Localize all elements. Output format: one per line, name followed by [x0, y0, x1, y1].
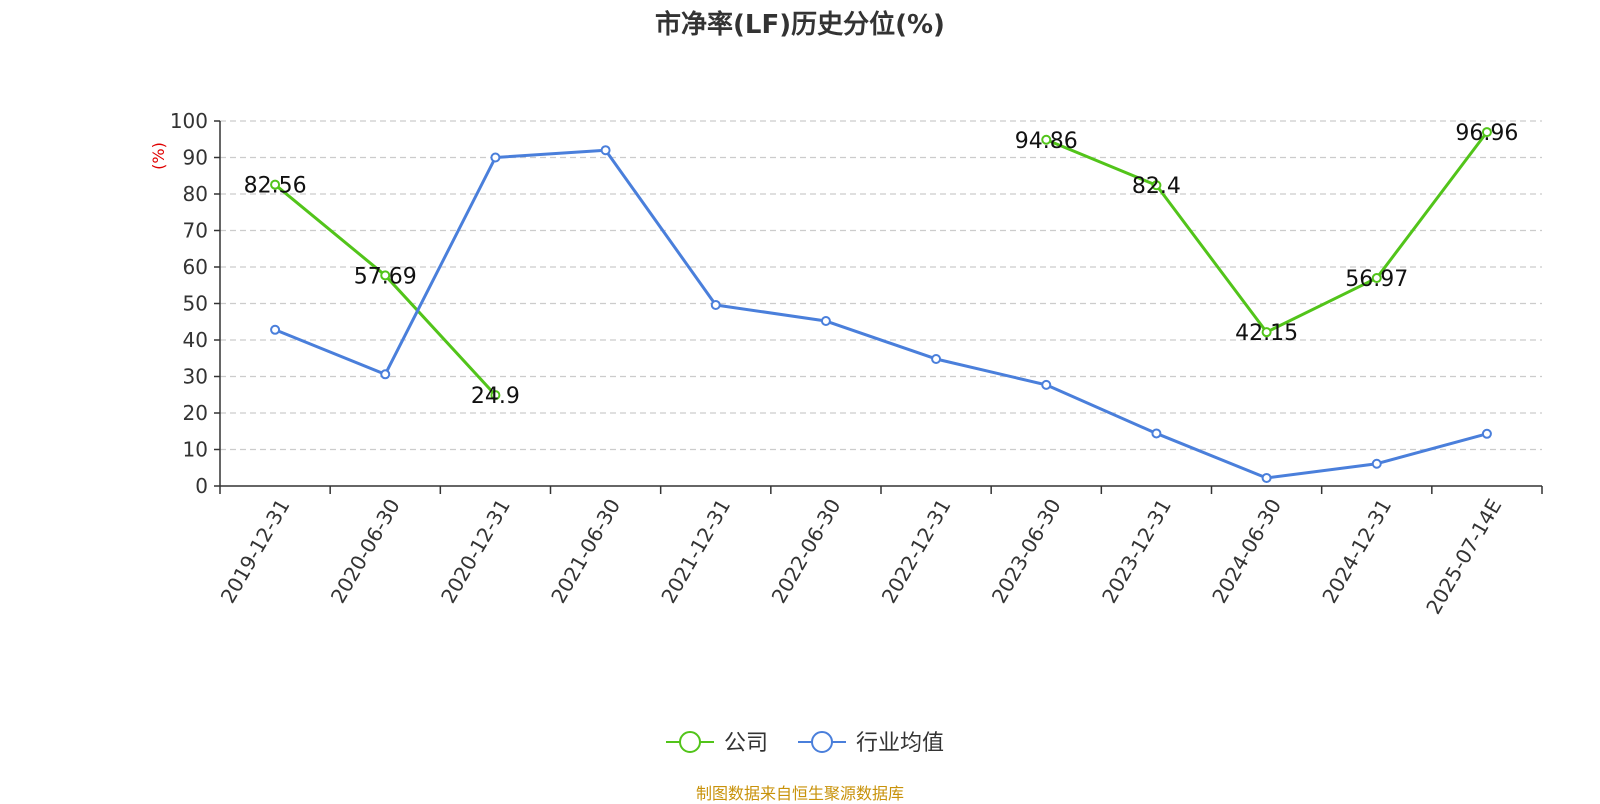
legend-label[interactable]: 行业均值	[856, 731, 944, 756]
data-point[interactable]	[710, 299, 721, 310]
legend-marker[interactable]	[679, 731, 701, 753]
y-axis-label: (%)	[149, 142, 168, 170]
series-line-1	[274, 148, 1488, 480]
data-point[interactable]	[600, 145, 611, 156]
data-label: 56.97	[1345, 267, 1408, 292]
y-tick-label: 60	[183, 255, 208, 279]
y-tick-label: 80	[183, 182, 208, 206]
y-tick-label: 90	[183, 146, 208, 170]
x-tick-label: 2021-06-30	[546, 495, 625, 608]
data-point[interactable]	[1261, 472, 1272, 483]
y-tick-label: 30	[183, 365, 208, 389]
data-point[interactable]	[1041, 379, 1052, 390]
legend-marker[interactable]	[811, 731, 833, 753]
legend[interactable]: 公司 行业均值	[666, 731, 944, 756]
grid-lines	[220, 120, 1542, 451]
x-tick-label: 2019-12-31	[216, 495, 295, 608]
data-label: 24.9	[471, 384, 520, 409]
data-point[interactable]	[1151, 428, 1162, 439]
data-label: 94.86	[1015, 129, 1078, 154]
y-tick-label: 50	[183, 292, 208, 316]
data-point[interactable]	[270, 324, 281, 335]
data-point[interactable]	[1371, 273, 1382, 284]
data-point[interactable]	[1261, 327, 1272, 338]
data-point[interactable]	[380, 369, 391, 380]
series	[270, 127, 1492, 483]
data-point[interactable]	[1041, 134, 1052, 145]
y-tick-label: 0	[195, 474, 208, 498]
legend-label[interactable]: 公司	[724, 731, 768, 756]
series-line-0	[1045, 131, 1489, 334]
data-point[interactable]	[931, 353, 942, 364]
data-label: 82.4	[1132, 174, 1181, 199]
x-tick-label: 2023-06-30	[987, 495, 1066, 608]
x-tick-label: 2021-12-31	[656, 495, 735, 608]
data-point[interactable]	[820, 316, 831, 327]
data-point[interactable]	[1151, 180, 1162, 191]
data-label: 42.15	[1235, 321, 1298, 346]
data-label: 57.69	[354, 264, 417, 289]
x-tick-label: 2024-12-31	[1317, 495, 1396, 608]
source-note: 制图数据来自恒生聚源数据库	[695, 784, 904, 803]
x-tick-label: 2025-07-14E	[1421, 495, 1506, 619]
x-tick-label: 2020-12-31	[436, 495, 515, 608]
data-point[interactable]	[490, 390, 501, 401]
data-point[interactable]	[1481, 428, 1492, 439]
series-line-0	[274, 183, 497, 397]
chart-title: 市净率(LF)历史分位(%)	[655, 10, 945, 40]
y-tick-label: 100	[170, 109, 208, 133]
axes: 0 10 20 30 40 50 60 70 80 90 100 2019-12-31 2020-06-…	[170, 109, 1543, 619]
data-labels: 82.56 57.69 24.9 94.86 82.4 42.15 56.97 96.96	[244, 121, 1519, 409]
x-tick-label: 2022-06-30	[767, 495, 846, 608]
y-tick-label: 70	[183, 219, 208, 243]
data-point[interactable]	[1481, 127, 1492, 138]
y-tick-label: 10	[183, 438, 208, 462]
data-point[interactable]	[270, 179, 281, 190]
data-label: 96.96	[1455, 121, 1518, 146]
data-label: 82.56	[244, 174, 307, 199]
x-tick-label: 2024-06-30	[1207, 495, 1286, 608]
data-point[interactable]	[1371, 458, 1382, 469]
y-tick-label: 40	[183, 328, 208, 352]
data-point[interactable]	[380, 270, 391, 281]
x-tick-label: 2020-06-30	[326, 495, 405, 608]
y-tick-label: 20	[183, 401, 208, 425]
x-tick-label: 2022-12-31	[877, 495, 956, 608]
data-point[interactable]	[490, 152, 501, 163]
x-tick-label: 2023-12-31	[1097, 495, 1176, 608]
